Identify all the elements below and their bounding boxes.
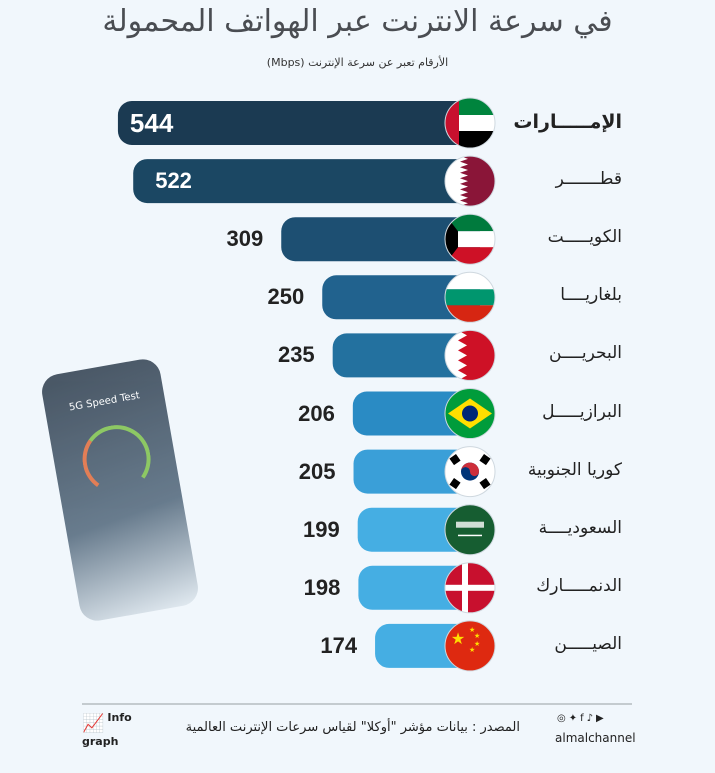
infograph-logo: 📈 Info graph	[82, 711, 132, 748]
china-flag: ★ ★★★★	[445, 620, 495, 671]
svg-text:★: ★	[451, 629, 465, 648]
bar	[281, 217, 480, 262]
country-label: بلغاريــــا	[560, 285, 622, 306]
value-label: 199	[302, 516, 340, 542]
social-icons: ◎✦f♪▶	[557, 713, 607, 724]
twitter-icon[interactable]: ✦	[568, 713, 581, 724]
tiktok-icon[interactable]: ♪	[586, 713, 597, 724]
saudi-flag	[445, 504, 495, 555]
divider	[82, 703, 632, 705]
value-label: 206	[298, 400, 335, 426]
brazil-flag	[445, 388, 495, 439]
chart-up-icon: 📈	[82, 713, 105, 734]
value-label: 174	[320, 632, 358, 658]
country-label: الدنمـــــارك	[536, 575, 622, 596]
country-label: كوريا الجنوبية	[527, 459, 622, 480]
bar	[133, 159, 480, 204]
bar	[322, 275, 480, 320]
value-label: 309	[226, 226, 264, 252]
svg-text:★: ★	[469, 626, 475, 634]
page-title: في سرعة الانترنت عبر الهواتف المحمولة	[102, 4, 613, 39]
value-label: 250	[267, 284, 305, 310]
country-label: الإمـــــارات	[513, 111, 622, 133]
country-label: الكويـــــت	[547, 227, 622, 248]
value-label: 235	[277, 342, 315, 368]
country-label: قطـــــــر	[555, 169, 622, 190]
south-korea-flag	[445, 446, 495, 497]
value-label: 198	[303, 574, 341, 600]
brand-name: almalchannel	[555, 731, 636, 745]
country-label: البحريــــن	[549, 343, 622, 364]
denmark-flag	[445, 562, 495, 613]
youtube-icon[interactable]: ▶	[596, 713, 607, 724]
country-label: الصيـــــن	[554, 633, 622, 654]
kuwait-flag	[445, 214, 495, 265]
subtitle: الأرقام تعبر عن سرعة الإنترنت (Mbps)	[266, 56, 449, 69]
bar	[332, 333, 480, 378]
source-text: المصدر : بيانات مؤشر "أوكلا" لقياس سرعات…	[185, 720, 520, 735]
instagram-icon[interactable]: ◎	[557, 713, 569, 724]
bahrain-flag	[445, 330, 495, 381]
country-label: البرازيـــــل	[542, 401, 622, 422]
facebook-icon[interactable]: f	[580, 713, 587, 724]
svg-text:★: ★	[474, 632, 480, 640]
svg-text:★: ★	[469, 646, 475, 654]
qatar-flag	[445, 156, 495, 207]
bar-chart: ★ ★★★★	[117, 97, 496, 672]
value-label: 522	[155, 168, 192, 194]
svg-text:★: ★	[474, 640, 480, 648]
bar	[117, 101, 481, 145]
value-label: 544	[129, 108, 174, 138]
country-label: السعوديــــة	[538, 517, 622, 538]
bulgaria-flag	[445, 272, 495, 323]
value-label: 205	[298, 458, 336, 484]
